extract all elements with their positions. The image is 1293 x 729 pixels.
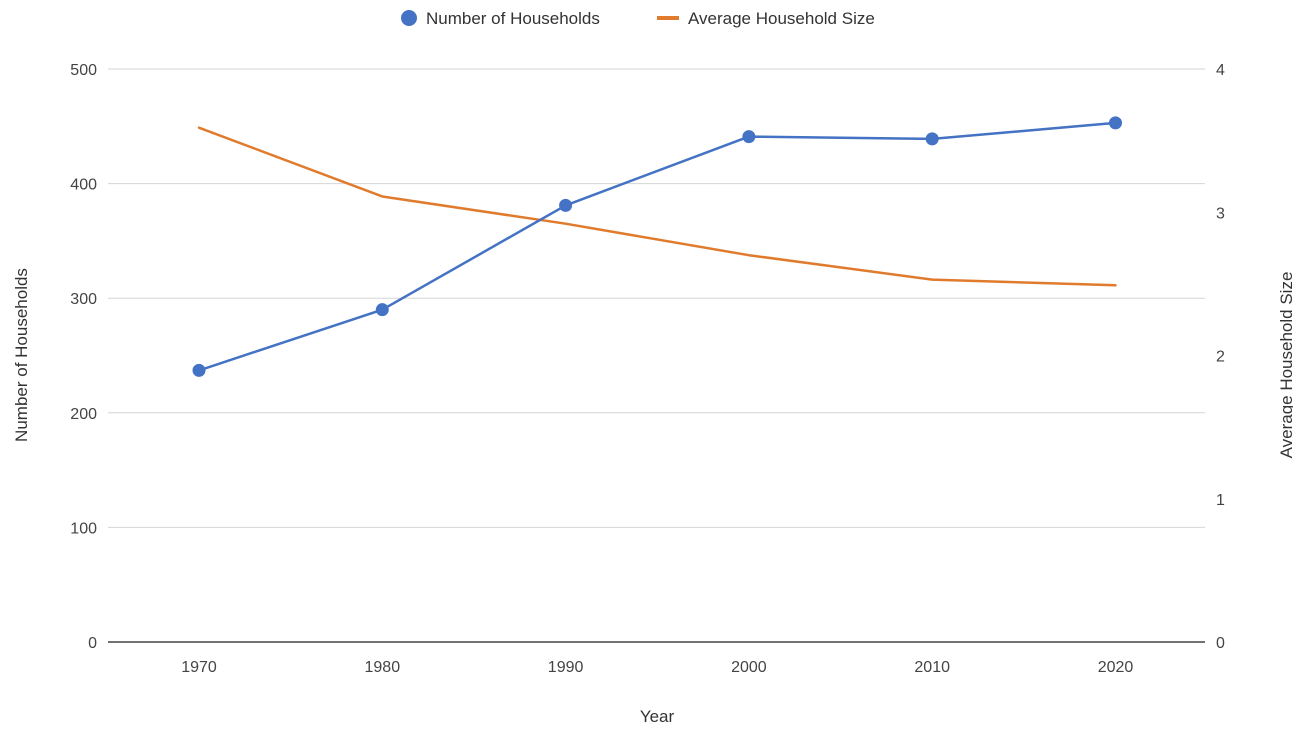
left-tick-label: 200 — [70, 406, 97, 423]
data-point-households — [1109, 116, 1122, 130]
left-axis-title: Number of Households — [12, 268, 31, 442]
x-axis-title: Year — [640, 707, 675, 726]
legend-label-household-size: Average Household Size — [688, 9, 875, 28]
x-tick-label: 2000 — [731, 659, 767, 676]
gridlines — [108, 68, 1205, 643]
series-line-households — [197, 121, 1117, 372]
data-point-households — [559, 198, 573, 212]
x-tick-label: 1990 — [548, 659, 584, 676]
x-tick-label: 2020 — [1098, 659, 1134, 676]
right-axis-title: Average Household Size — [1277, 272, 1293, 459]
right-axis-ticks: 0 1 2 3 4 — [1216, 62, 1225, 652]
right-tick-label: 4 — [1216, 62, 1225, 79]
left-tick-label: 500 — [70, 62, 97, 79]
data-point-households — [742, 130, 756, 144]
x-tick-label: 1980 — [365, 659, 401, 676]
left-tick-label: 300 — [70, 291, 97, 308]
data-point-households — [192, 363, 206, 377]
series-line-household-size — [197, 126, 1117, 287]
right-tick-label: 0 — [1216, 635, 1225, 652]
left-tick-label: 0 — [88, 635, 97, 652]
legend-label-households: Number of Households — [426, 9, 600, 28]
left-tick-label: 100 — [70, 520, 97, 537]
x-tick-label: 2010 — [914, 659, 950, 676]
legend: Number of Households Average Household S… — [401, 9, 875, 28]
right-tick-label: 3 — [1216, 205, 1225, 222]
x-tick-label: 1970 — [181, 659, 217, 676]
legend-marker-households — [401, 10, 417, 26]
data-point-households — [375, 303, 389, 317]
series-layer — [192, 116, 1122, 377]
data-point-households — [925, 132, 939, 146]
right-tick-label: 1 — [1216, 492, 1225, 509]
right-tick-label: 2 — [1216, 349, 1225, 366]
left-tick-label: 400 — [70, 177, 97, 194]
x-axis-ticks: 1970 1980 1990 2000 2010 2020 — [181, 659, 1133, 676]
left-axis-ticks: 0 100 200 300 400 500 — [70, 62, 97, 652]
legend-marker-household-size — [657, 16, 679, 20]
